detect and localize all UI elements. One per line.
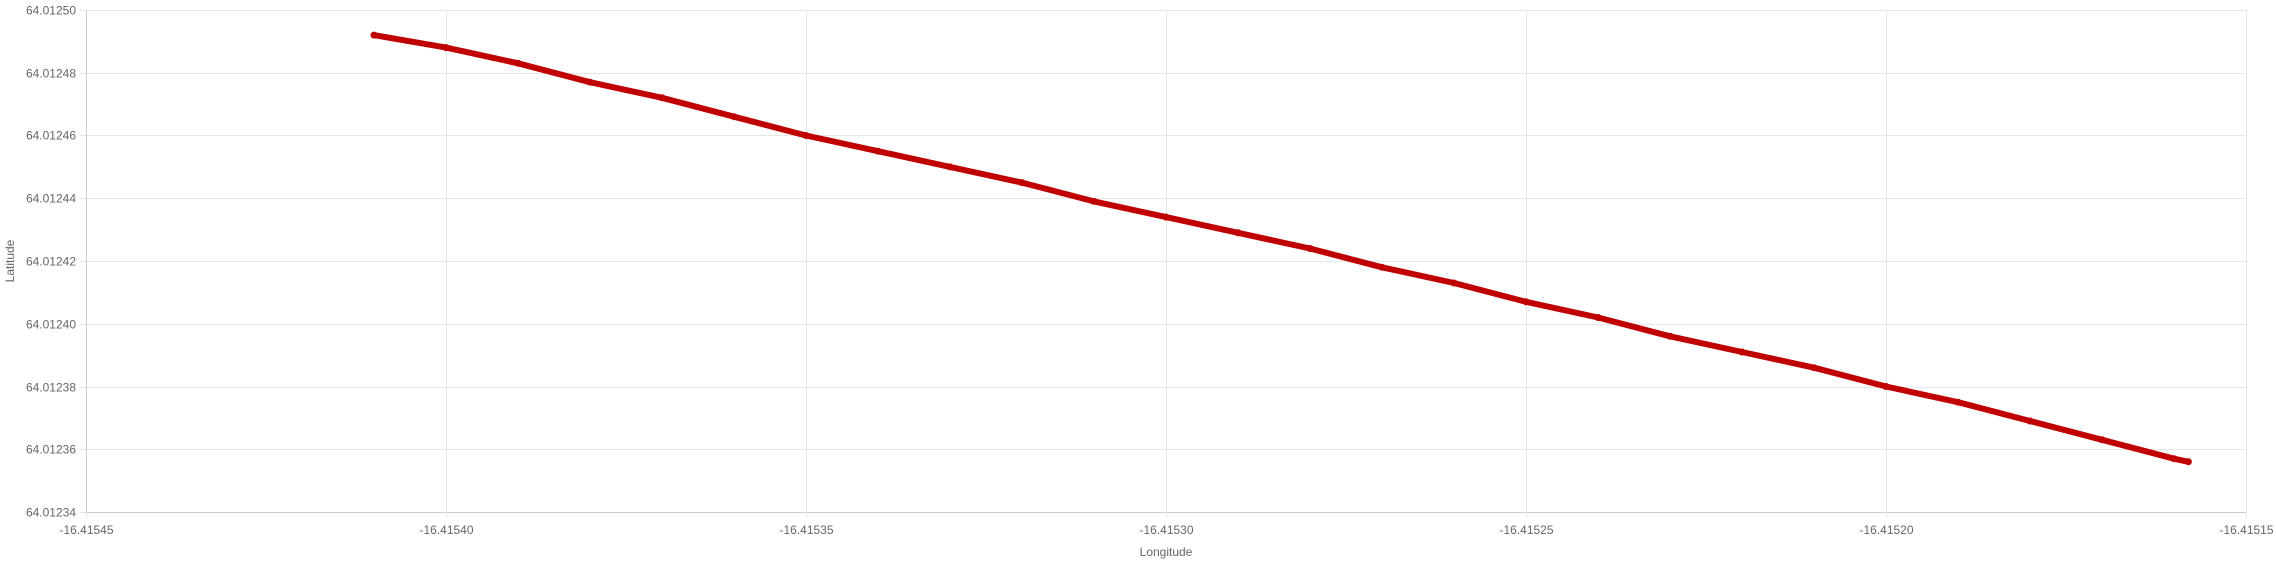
x-tick-label: -16.41545 [59,523,113,537]
data-point [2170,455,2178,463]
data-point [1810,364,1818,372]
y-tick-label: 64.01242 [26,255,76,269]
x-axis-title: Longitude [1140,545,1193,559]
data-point [442,44,450,52]
x-tick-label: -16.41520 [1859,523,1913,537]
y-tick-label: 64.01248 [26,67,76,81]
x-tick-label: -16.41540 [419,523,473,537]
y-tick-label: 64.01236 [26,443,76,457]
data-point [586,78,594,86]
data-point [1306,245,1314,252]
grid-layer [80,10,2247,518]
y-tick-label: 64.01240 [26,318,76,332]
data-point [2026,417,2034,425]
data-point [1450,279,1458,287]
x-tick-labels: -16.41545 -16.41540 -16.41535 -16.41530 -16.… [59,523,2273,537]
data-point [658,94,666,102]
x-tick-label: -16.41515 [2219,523,2273,537]
y-tick-labels: 64.01234 64.01236 64.01238 64.01240 64.01242… [26,4,76,520]
data-point [1090,197,1098,205]
data-point [874,147,882,155]
data-point [802,132,810,139]
data-point [1378,263,1386,271]
data-point [946,163,954,171]
data-point [1594,314,1602,321]
data-point [2184,458,2192,466]
data-point [1882,383,1890,390]
y-tick-label: 64.01234 [26,506,76,520]
y-tick-label: 64.01244 [26,192,76,206]
data-point [1162,213,1170,221]
data-point [2098,436,2106,444]
y-axis-title: Latitude [3,239,17,282]
data-point [370,31,378,39]
y-tick-label: 64.01238 [26,381,76,395]
x-tick-label: -16.41525 [1499,523,1553,537]
y-tick-label: 64.01250 [26,4,76,18]
plot-layer [370,31,2192,466]
x-tick-label: -16.41535 [779,523,833,537]
data-point [1018,179,1026,187]
data-point [1234,229,1242,237]
series-track [371,32,2192,465]
y-tick-label: 64.01246 [26,129,76,143]
data-point [1954,398,1962,406]
data-point [1522,298,1530,306]
x-tick-label: -16.41530 [1139,523,1193,537]
data-point [1666,332,1674,340]
data-point [514,59,522,67]
data-point [730,113,738,121]
data-point [1738,348,1746,356]
